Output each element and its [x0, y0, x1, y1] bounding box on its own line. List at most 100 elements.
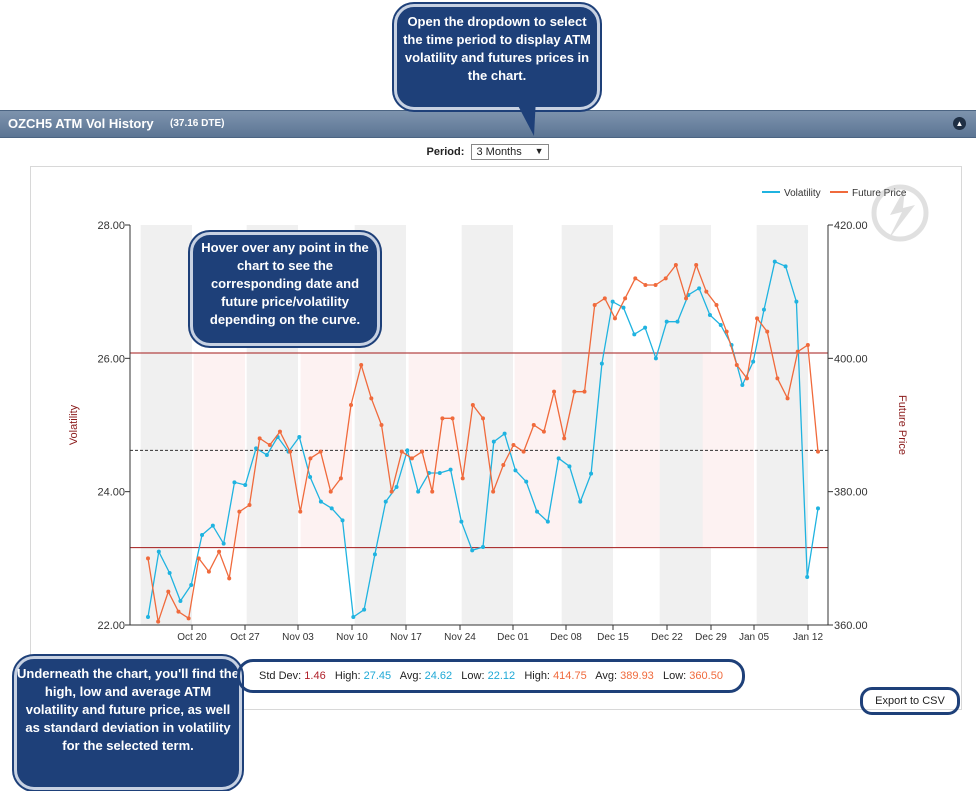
future-price-point[interactable] — [765, 329, 770, 334]
volatility-point[interactable] — [210, 523, 215, 528]
future-price-point[interactable] — [460, 476, 465, 481]
future-price-point[interactable] — [359, 363, 364, 367]
future-price-point[interactable] — [805, 343, 810, 347]
future-price-point[interactable] — [521, 449, 526, 454]
future-price-point[interactable] — [744, 376, 749, 381]
future-price-point[interactable] — [623, 296, 628, 301]
future-price-point[interactable] — [338, 476, 343, 481]
volatility-point[interactable] — [740, 383, 745, 387]
volatility-point[interactable] — [146, 615, 150, 619]
future-price-point[interactable] — [399, 449, 404, 454]
volatility-point[interactable] — [524, 479, 529, 484]
volatility-point[interactable] — [589, 471, 594, 476]
future-price-point[interactable] — [440, 416, 445, 421]
volatility-point[interactable] — [243, 483, 248, 487]
future-price-point[interactable] — [653, 283, 658, 287]
volatility-point[interactable] — [783, 264, 788, 269]
volatility-point[interactable] — [351, 615, 356, 619]
future-price-point[interactable] — [186, 616, 191, 621]
future-price-point[interactable] — [349, 403, 354, 407]
future-price-point[interactable] — [196, 556, 201, 561]
volatility-point[interactable] — [329, 506, 334, 511]
future-price-point[interactable] — [816, 449, 820, 454]
future-price-point[interactable] — [491, 489, 496, 494]
volatility-point[interactable] — [264, 453, 269, 457]
volatility-point[interactable] — [621, 305, 626, 310]
volatility-point[interactable] — [189, 583, 194, 587]
future-price-point[interactable] — [267, 443, 272, 447]
future-price-point[interactable] — [166, 589, 171, 594]
volatility-point[interactable] — [470, 548, 475, 553]
period-select[interactable]: 3 Months ▼ — [471, 144, 550, 160]
volatility-point[interactable] — [761, 307, 766, 312]
future-price-point[interactable] — [643, 283, 648, 287]
volatility-point[interactable] — [772, 259, 777, 264]
future-price-point[interactable] — [146, 556, 150, 561]
future-price-point[interactable] — [694, 263, 699, 267]
future-price-point[interactable] — [470, 403, 475, 407]
future-price-point[interactable] — [379, 423, 384, 427]
volatility-point[interactable] — [805, 575, 810, 579]
future-price-point[interactable] — [684, 296, 689, 301]
volatility-point[interactable] — [362, 607, 367, 612]
volatility-point[interactable] — [156, 549, 161, 554]
future-price-point[interactable] — [755, 316, 760, 321]
volatility-point[interactable] — [578, 499, 583, 504]
future-price-point[interactable] — [277, 429, 282, 434]
future-price-point[interactable] — [612, 316, 617, 321]
future-price-point[interactable] — [389, 489, 394, 494]
future-price-point[interactable] — [409, 456, 414, 461]
future-price-point[interactable] — [176, 609, 181, 614]
future-price-point[interactable] — [552, 389, 557, 394]
volatility-point[interactable] — [372, 552, 377, 557]
volatility-point[interactable] — [513, 468, 518, 473]
future-price-point[interactable] — [572, 389, 577, 394]
future-price-point[interactable] — [237, 509, 242, 514]
future-price-point[interactable] — [257, 436, 262, 441]
volatility-point[interactable] — [308, 475, 313, 479]
future-price-point[interactable] — [734, 363, 739, 367]
volatility-point[interactable] — [718, 323, 723, 327]
future-price-point[interactable] — [704, 289, 709, 294]
volatility-point[interactable] — [653, 356, 658, 361]
future-price-point[interactable] — [531, 423, 536, 427]
future-price-point[interactable] — [369, 396, 374, 401]
future-price-point[interactable] — [673, 263, 678, 267]
future-price-point[interactable] — [227, 576, 232, 581]
volatility-point[interactable] — [675, 319, 680, 324]
legend-volatility-label[interactable]: Volatility — [784, 188, 821, 199]
volatility-point[interactable] — [610, 299, 615, 304]
future-price-point[interactable] — [775, 376, 780, 381]
volatility-point[interactable] — [794, 299, 799, 304]
future-price-point[interactable] — [298, 509, 303, 514]
volatility-point[interactable] — [340, 518, 345, 523]
volatility-point[interactable] — [167, 571, 172, 575]
volatility-point[interactable] — [318, 499, 323, 504]
volatility-point[interactable] — [254, 446, 259, 451]
future-price-point[interactable] — [541, 429, 546, 434]
volatility-point[interactable] — [567, 464, 572, 469]
future-price-point[interactable] — [592, 303, 597, 307]
volatility-point[interactable] — [502, 431, 507, 436]
future-price-point[interactable] — [206, 569, 211, 574]
future-price-point[interactable] — [663, 276, 668, 281]
volatility-point[interactable] — [178, 599, 183, 603]
export-csv-button[interactable]: Export to CSV — [860, 687, 960, 715]
volatility-point[interactable] — [437, 471, 442, 475]
volatility-point[interactable] — [459, 519, 464, 524]
volatility-point[interactable] — [200, 533, 205, 537]
volatility-point[interactable] — [535, 509, 540, 514]
volatility-point[interactable] — [416, 489, 421, 494]
volatility-point[interactable] — [232, 480, 237, 485]
volatility-point[interactable] — [448, 467, 453, 472]
volatility-point[interactable] — [632, 332, 637, 337]
volatility-point[interactable] — [556, 456, 561, 461]
future-price-point[interactable] — [430, 489, 435, 494]
future-price-point[interactable] — [602, 296, 607, 301]
future-price-point[interactable] — [247, 503, 252, 507]
volatility-point[interactable] — [221, 541, 226, 546]
volatility-point[interactable] — [664, 319, 669, 324]
future-price-point[interactable] — [714, 303, 719, 307]
volatility-point[interactable] — [491, 439, 496, 444]
